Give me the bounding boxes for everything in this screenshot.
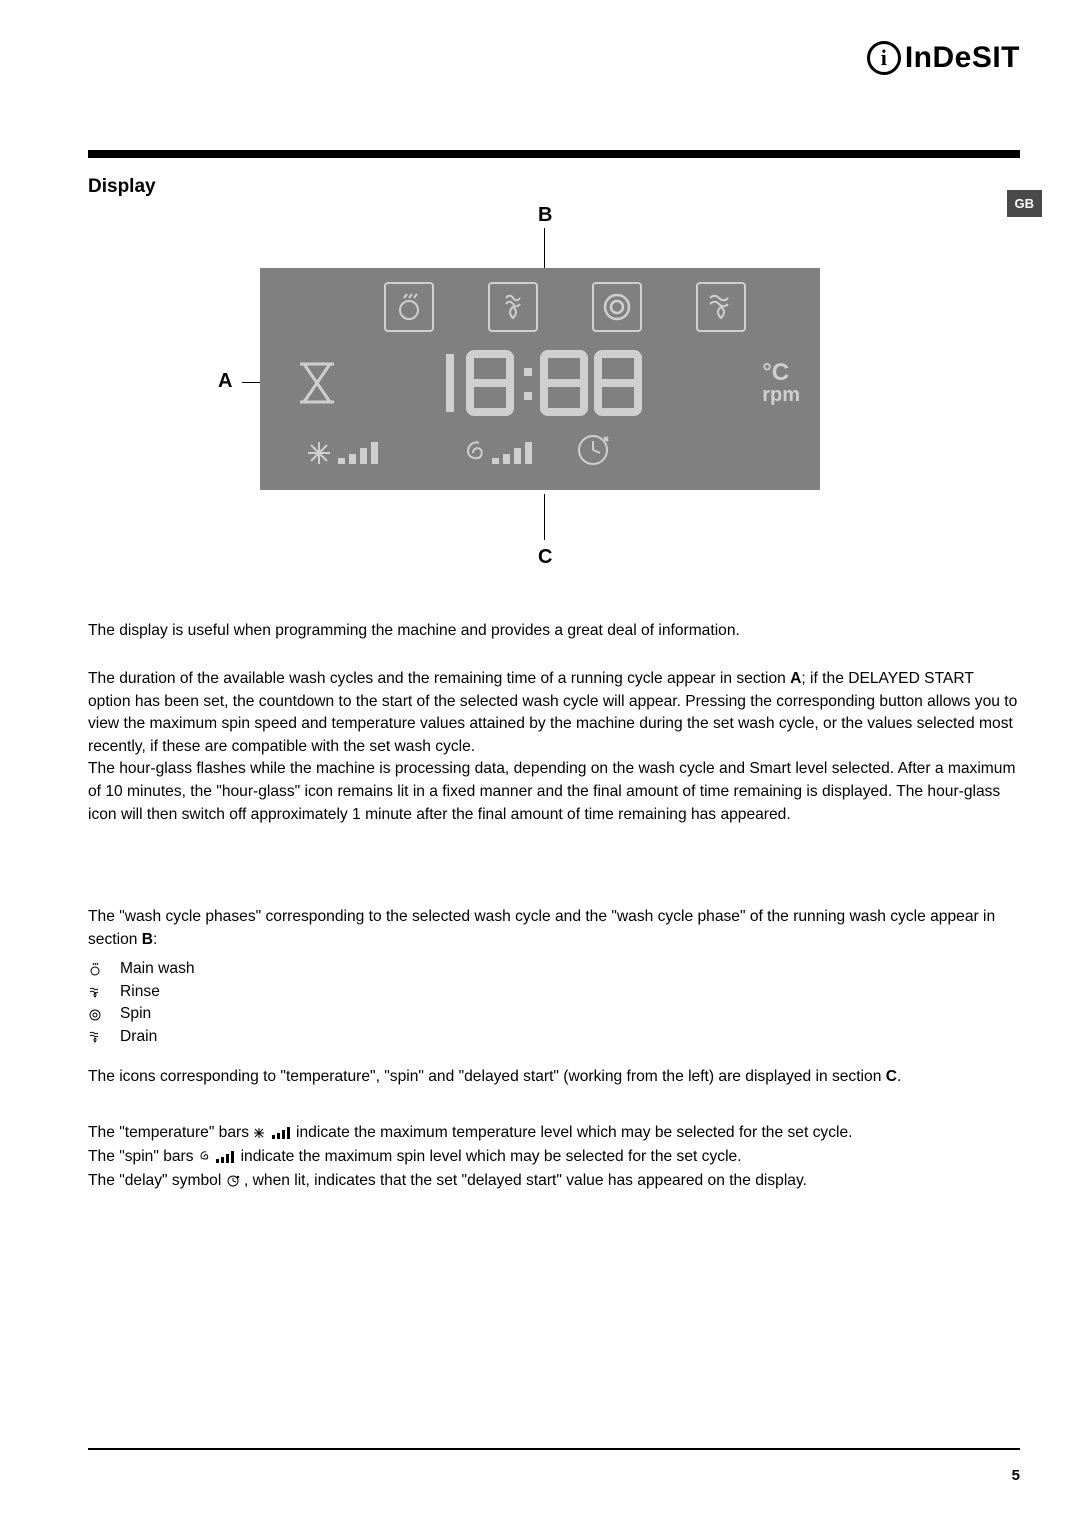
bottom-row (306, 431, 622, 474)
clock-icon (574, 431, 612, 469)
temp-bars (338, 442, 378, 464)
units-block: °C rpm (762, 361, 800, 405)
phase-spin: Spin (88, 1003, 1020, 1026)
language-tab: GB (1007, 190, 1043, 217)
phase-main-wash: Main wash (88, 958, 1020, 981)
brand-name: InDeSIT (905, 41, 1020, 75)
label-b: B (538, 204, 552, 227)
phase-rinse: Rinse (88, 981, 1020, 1004)
logo-dot-icon: i (867, 41, 901, 75)
section-heading: Display (88, 176, 156, 198)
paragraph-section-c: The icons corresponding to "temperature"… (88, 1066, 1020, 1089)
time-row: °C rpm (290, 348, 800, 418)
rinse-icon (488, 282, 538, 332)
bottom-rule (88, 1448, 1020, 1450)
display-diagram: B A (260, 210, 820, 490)
spin-indicator (460, 440, 532, 466)
phase-drain: Drain (88, 1026, 1020, 1049)
snowflake-icon (306, 440, 332, 466)
spin-bars (492, 442, 532, 464)
main-wash-icon (384, 282, 434, 332)
leader-line-c (544, 494, 545, 540)
rinse-icon (88, 985, 102, 999)
paragraph-intro: The display is useful when programming t… (88, 620, 1020, 643)
clock-icon (226, 1174, 240, 1188)
brand-logo: i InDeSIT (867, 36, 1020, 80)
spiral-icon (198, 1151, 210, 1163)
unit-rpm: rpm (762, 385, 800, 405)
time-digits (356, 348, 756, 418)
page-number: 5 (1012, 1467, 1020, 1484)
hourglass-icon (290, 356, 344, 410)
drain-icon (88, 1030, 102, 1044)
label-c: C (538, 546, 552, 569)
paragraph-temp-bars: The "temperature" bars indicate the maxi… (88, 1122, 1020, 1145)
display-panel: °C rpm (260, 268, 820, 490)
phase-list: Main wash Rinse Spin Drain (88, 958, 1020, 1048)
top-rule (88, 150, 1020, 158)
paragraph-spin-bars: The "spin" bars indicate the maximum spi… (88, 1146, 1020, 1169)
main-wash-icon (88, 962, 102, 976)
drain-icon (696, 282, 746, 332)
paragraph-section-b: The "wash cycle phases" corresponding to… (88, 906, 1020, 951)
unit-c: °C (762, 361, 800, 385)
phase-icon-row (384, 282, 746, 332)
spin-bars-inline (216, 1151, 234, 1163)
delay-indicator (574, 431, 612, 474)
spiral-icon (460, 440, 486, 466)
temperature-indicator (306, 440, 378, 466)
paragraph-delay: The "delay" symbol , when lit, indicates… (88, 1170, 1020, 1193)
paragraph-section-a: The duration of the available wash cycle… (88, 668, 1020, 826)
label-a: A (218, 370, 232, 393)
spin-icon (592, 282, 642, 332)
spin-icon (88, 1008, 102, 1022)
temp-bars-inline (272, 1127, 290, 1139)
snowflake-icon (253, 1127, 265, 1139)
